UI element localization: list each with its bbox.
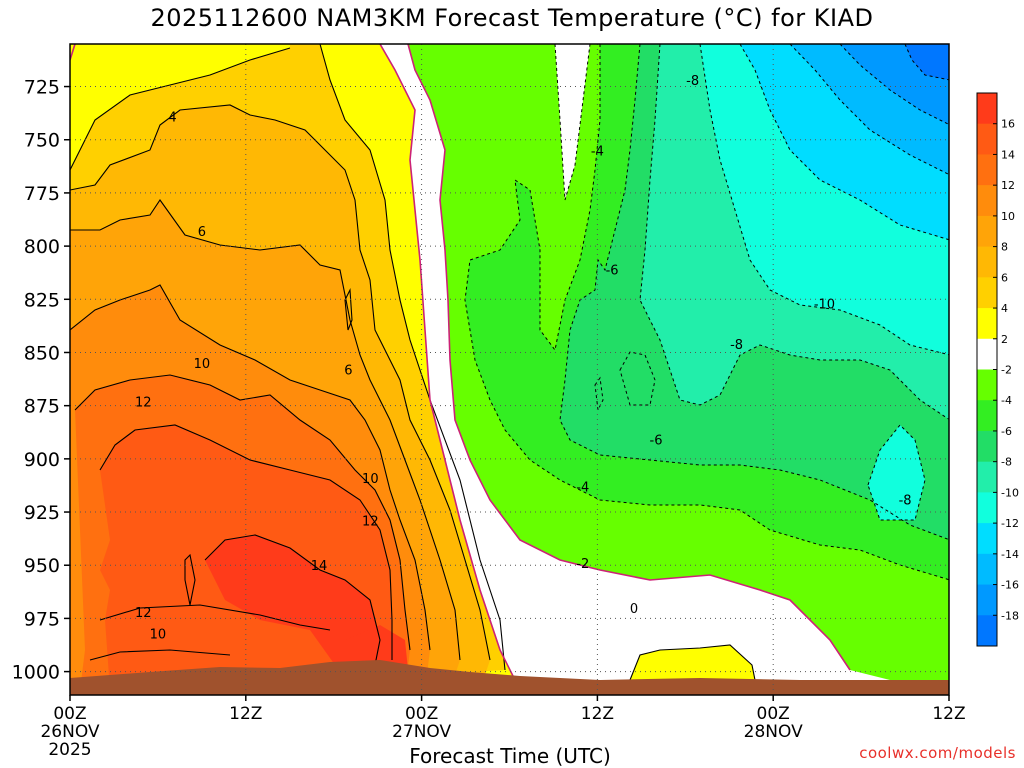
x-tick-label: 28NOV: [744, 722, 803, 742]
site-credit[interactable]: coolwx.com/models: [859, 744, 1016, 762]
contour-label: -8: [730, 338, 743, 353]
colorbar-label: -2: [1001, 364, 1012, 377]
colorbar-swatch: [977, 123, 997, 155]
contour-label: -6: [606, 264, 619, 279]
contour-label: 10: [194, 357, 211, 372]
y-tick-label: 800: [24, 236, 60, 258]
colorbar-swatch: [977, 400, 997, 432]
band-2-blob: [630, 645, 755, 680]
contour-labels: -8 -4 -6 -10 -8 -6 -4 -2 0 -8 4 6 10 6 12 10 12 14 12 10: [135, 74, 912, 642]
contour-label: -4: [591, 144, 604, 159]
x-tick-label: 00Z: [757, 704, 790, 724]
colorbar-swatch: [977, 215, 997, 248]
y-tick-label: 825: [24, 289, 60, 311]
colorbar-swatch: [977, 185, 997, 217]
colorbar-label: 16: [1001, 118, 1015, 131]
colorbar-label: 12: [1001, 179, 1015, 192]
x-tick-label: 12Z: [932, 704, 965, 724]
colorbar-label: 10: [1001, 210, 1015, 223]
band-minus18: [905, 44, 949, 80]
contour-label: 12: [135, 606, 152, 621]
colorbar-swatch: [977, 523, 997, 555]
colorbar-swatch: [977, 584, 997, 616]
colorbar-swatch: [977, 277, 997, 309]
y-tick-label: 900: [24, 449, 60, 471]
colorbar-label: -10: [1001, 486, 1019, 499]
colorbar-swatch: [977, 553, 997, 586]
colorbar-swatch: [977, 615, 997, 647]
contour-label: 0: [630, 602, 638, 617]
x-tick-label: 26NOV: [40, 722, 99, 742]
colorbar-swatch: [977, 246, 997, 278]
colorbar-label: -8: [1001, 456, 1012, 469]
x-tick-label: 12Z: [581, 704, 614, 724]
y-tick-label: 975: [24, 608, 60, 630]
y-tick-label: 925: [24, 502, 60, 524]
plot-area: [70, 44, 949, 695]
colorbar-label: 2: [1001, 333, 1008, 346]
colorbar-swatch: [977, 338, 997, 370]
colorbar-swatch: [977, 154, 997, 186]
colorbar-label: -6: [1001, 425, 1012, 438]
band-minus10-blob: [868, 425, 925, 520]
contour-label: 6: [344, 364, 352, 379]
contour-label: 10: [362, 472, 379, 487]
grid: [70, 44, 949, 695]
terrain: [70, 660, 949, 695]
contour-label: 12: [135, 395, 152, 410]
colorbar-label: -16: [1001, 579, 1019, 592]
band-16: [205, 535, 380, 672]
y-tick-label: 850: [24, 342, 60, 364]
contour-lines: [70, 44, 756, 681]
colorbar-label: 4: [1001, 302, 1008, 315]
colorbar-swatch: [977, 430, 997, 463]
zero-contour: [70, 44, 851, 691]
colorbar-label: 8: [1001, 241, 1008, 254]
colorbar-swatch: [977, 492, 997, 524]
plot-frame: [69, 43, 950, 696]
contour-label: -4: [576, 481, 589, 496]
colorbar-label: -4: [1001, 394, 1012, 407]
colorbar-swatch: [977, 93, 997, 125]
contour-label: -8: [686, 74, 699, 89]
colorbar-swatch: [977, 461, 997, 493]
y-tick-label: 725: [24, 77, 60, 99]
colorbar-label: -12: [1001, 517, 1019, 530]
colorbar-label: 14: [1001, 148, 1015, 161]
colorbar-label: -18: [1001, 609, 1019, 622]
colorbar-label: -14: [1001, 548, 1019, 561]
contour-label: 10: [150, 627, 167, 642]
contour-label: 12: [362, 515, 379, 530]
x-tick-label: 27NOV: [392, 722, 451, 742]
x-axis-title: Forecast Time (UTC): [409, 744, 611, 768]
colorbar: 16 14 12 10 8 6 4 2 -2 -4 -6 -8 -10 -12 -14 -16 -18: [976, 92, 1019, 647]
y-axis: 725 750 775 800 825 850 875 900 925 950 975 1000: [12, 77, 70, 684]
x-tick-label: 12Z: [229, 704, 262, 724]
contour-label: -2: [576, 557, 589, 572]
colorbar-swatch: [977, 369, 997, 401]
y-tick-label: 750: [24, 130, 60, 152]
x-tick-label: 00Z: [53, 704, 86, 724]
contour-label: -8: [899, 493, 912, 508]
negative-contours: [464, 44, 949, 581]
y-tick-label: 775: [24, 183, 60, 205]
colorbar-label: 6: [1001, 271, 1008, 284]
contour-label: 6: [198, 225, 206, 240]
x-tick-label: 2025: [48, 740, 91, 760]
contour-label: 14: [311, 559, 328, 574]
y-tick-label: 1000: [12, 662, 60, 684]
contour-label: -6: [650, 434, 663, 449]
chart-title: 2025112600 NAM3KM Forecast Temperature (…: [150, 4, 874, 32]
contour-label: -10: [814, 298, 835, 313]
y-tick-label: 875: [24, 396, 60, 418]
contour-label: 4: [168, 110, 176, 125]
colorbar-swatch: [977, 308, 997, 340]
x-tick-label: 00Z: [405, 704, 438, 724]
y-tick-label: 950: [24, 555, 60, 577]
